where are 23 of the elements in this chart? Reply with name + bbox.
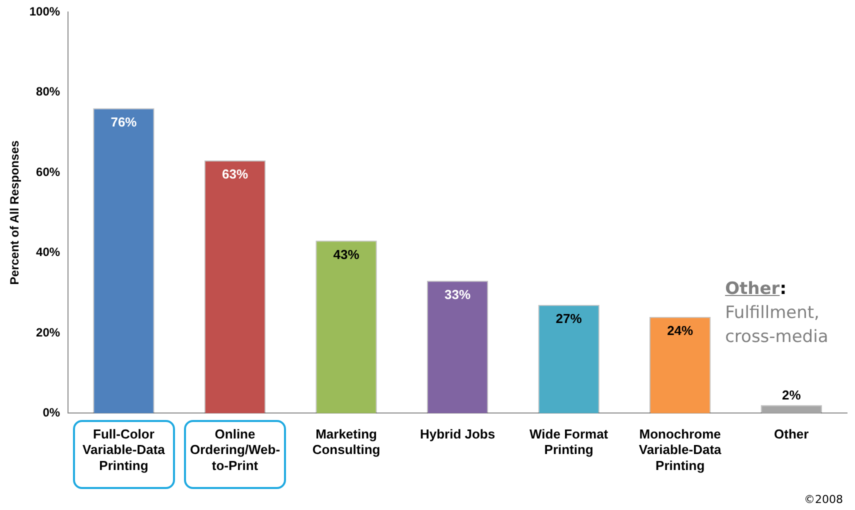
y-tick-label: 80% bbox=[36, 84, 60, 99]
data-label: 27% bbox=[556, 310, 582, 326]
x-tick-label: Wide Format Printing bbox=[530, 426, 609, 458]
x-tick-label: Other bbox=[774, 426, 809, 442]
y-tick-label: 100% bbox=[29, 4, 60, 18]
x-tick-label: Online Ordering/Web-to-Print bbox=[190, 426, 280, 473]
annotation: Other: Fulfillment, cross-media bbox=[725, 278, 830, 349]
y-axis-title: Percent of All Responses bbox=[8, 140, 22, 285]
data-label: 24% bbox=[667, 322, 694, 338]
y-tick-label: 0% bbox=[42, 406, 60, 420]
y-tick-label: 20% bbox=[36, 325, 60, 340]
x-tick-label: Full-Color Variable-Data Printing bbox=[82, 426, 166, 473]
data-label: 2% bbox=[782, 387, 802, 402]
y-tick-label: 40% bbox=[36, 245, 60, 260]
data-label: 33% bbox=[444, 286, 471, 302]
x-tick-label: Marketing Consulting bbox=[312, 426, 380, 458]
data-label: 63% bbox=[222, 166, 248, 182]
x-tick-label: Monochrome Variable-Data Printing bbox=[638, 426, 722, 473]
x-tick-label: Hybrid Jobs bbox=[420, 426, 496, 442]
data-label: 43% bbox=[333, 246, 360, 262]
data-label: 76% bbox=[110, 114, 138, 130]
text: ©2008 bbox=[804, 493, 843, 506]
y-tick-label: 60% bbox=[36, 164, 60, 179]
